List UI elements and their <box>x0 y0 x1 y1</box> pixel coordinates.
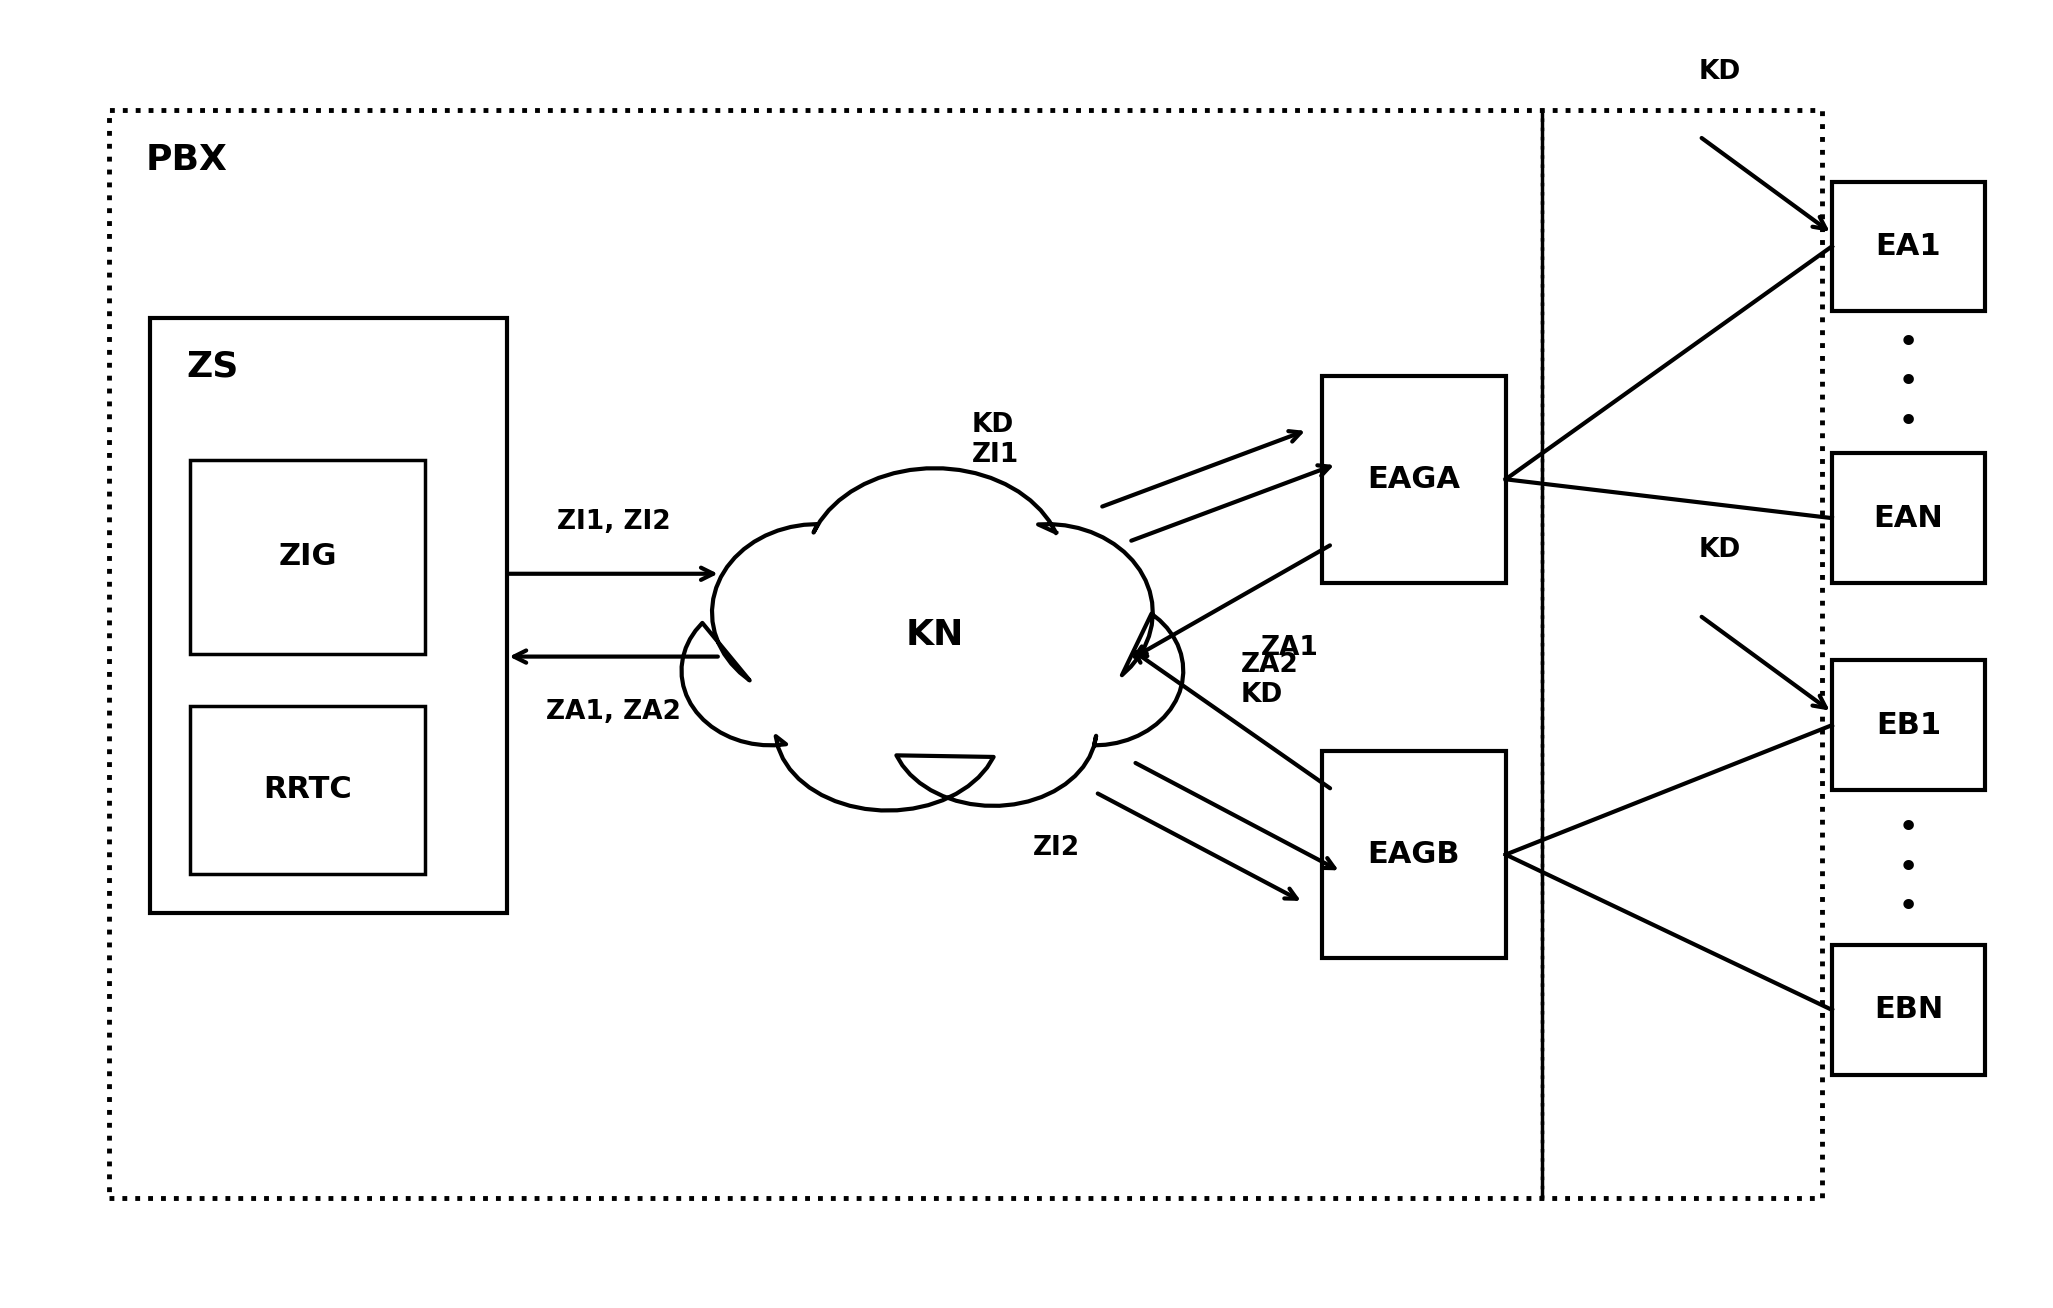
Text: KN: KN <box>905 617 965 651</box>
FancyBboxPatch shape <box>1322 751 1505 959</box>
Text: •
•
•: • • • <box>1897 326 1920 438</box>
Text: ZI2: ZI2 <box>1033 835 1080 861</box>
Text: PBX: PBX <box>146 143 228 177</box>
FancyBboxPatch shape <box>1831 661 1985 790</box>
FancyBboxPatch shape <box>1831 454 1985 583</box>
Text: ZA1, ZA2: ZA1, ZA2 <box>546 700 682 725</box>
Text: EAGA: EAGA <box>1367 464 1460 494</box>
FancyBboxPatch shape <box>1322 375 1505 583</box>
FancyBboxPatch shape <box>1831 946 1985 1075</box>
Text: KD: KD <box>1698 59 1741 85</box>
Text: ZA1: ZA1 <box>1261 634 1318 661</box>
FancyBboxPatch shape <box>191 460 425 654</box>
FancyBboxPatch shape <box>150 318 507 913</box>
Text: RRTC: RRTC <box>263 776 351 804</box>
FancyBboxPatch shape <box>109 110 1821 1198</box>
Text: ZIG: ZIG <box>279 543 337 572</box>
Text: EA1: EA1 <box>1876 232 1942 260</box>
Text: EAGB: EAGB <box>1367 840 1460 869</box>
FancyBboxPatch shape <box>191 706 425 874</box>
Text: ZI1, ZI2: ZI1, ZI2 <box>556 509 671 535</box>
Text: KD
ZI1: KD ZI1 <box>971 412 1018 468</box>
Text: ZA2
KD: ZA2 KD <box>1240 651 1297 708</box>
Text: EAN: EAN <box>1874 504 1944 532</box>
Polygon shape <box>682 468 1183 811</box>
Text: KD: KD <box>1698 538 1741 564</box>
Text: EB1: EB1 <box>1876 710 1940 740</box>
Text: •
•
•: • • • <box>1897 811 1920 923</box>
FancyBboxPatch shape <box>1831 182 1985 311</box>
Text: EBN: EBN <box>1874 995 1942 1024</box>
Text: ZS: ZS <box>187 349 238 383</box>
